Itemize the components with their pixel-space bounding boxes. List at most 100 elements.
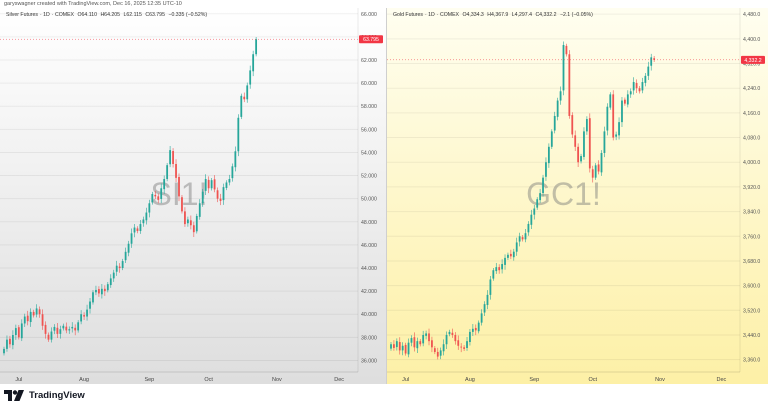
silver-y-tick-label: 62.000 [361, 58, 377, 64]
gold-candle [442, 339, 445, 356]
gold-candle [419, 338, 422, 347]
silver-change: −0.335 (−0.52%) [168, 12, 208, 18]
gold-candle [460, 343, 463, 353]
silver-candle [56, 323, 59, 339]
gold-candle [621, 97, 623, 127]
silver-close: C63.795 [145, 12, 165, 18]
silver-candle [50, 327, 53, 343]
silver-candle [166, 162, 169, 182]
silver-candle [29, 308, 32, 327]
gold-chart-panel[interactable]: 3,360.0 3,440.0 3,520.0 3,600.0 3,680.0 3,760… [387, 8, 768, 384]
silver-chart-panel[interactable]: 36.000 38.000 40.000 42.000 44.000 46.000 48.0… [0, 8, 386, 384]
gold-candle [545, 157, 547, 181]
silver-candle [198, 199, 201, 220]
silver-candle [115, 260, 118, 276]
gold-candle [454, 332, 457, 345]
silver-candle [103, 285, 106, 296]
silver-exchange: COMEX [54, 12, 75, 18]
silver-candle [178, 173, 180, 202]
silver-candle [35, 304, 38, 318]
gold-candle [626, 90, 629, 108]
gold-candle [445, 331, 448, 350]
gold-symbol-name: Gold Futures [393, 12, 423, 18]
gold-candle [393, 340, 395, 351]
gold-candle [489, 275, 492, 300]
silver-candle [80, 310, 83, 325]
gold-y-tick-label: 3,840.0 [743, 210, 760, 216]
silver-candle [109, 274, 112, 288]
silver-y-tick-label: 46.000 [361, 243, 377, 249]
gold-x-tick-label: Jul [402, 377, 409, 383]
gold-candle [407, 338, 410, 358]
gold-last-price-label: 4,332.2 [744, 58, 761, 64]
gold-candle [597, 160, 600, 175]
silver-x-tick-label: Nov [272, 377, 282, 383]
gold-candle [404, 342, 407, 356]
gold-y-tick-label: 3,760.0 [743, 234, 760, 240]
gold-y-tick-label: 3,680.0 [743, 259, 760, 265]
silver-candle [228, 174, 231, 186]
silver-y-tick-label: 56.000 [361, 127, 377, 133]
silver-candle [225, 180, 228, 191]
gold-candle [395, 338, 398, 351]
silver-candle [169, 145, 172, 168]
gold-candle [585, 116, 588, 135]
silver-y-tick-label: 36.000 [361, 358, 377, 364]
gold-x-tick-label: Dec [716, 377, 726, 383]
silver-candle [11, 330, 14, 350]
silver-candle [201, 188, 204, 207]
silver-candle [163, 175, 166, 194]
gold-candle [390, 342, 392, 351]
gold-y-tick-label: 4,320.0 [743, 62, 760, 68]
gold-x-tick-label: Aug [465, 377, 475, 383]
gold-candle [542, 174, 544, 197]
gold-candle [431, 336, 433, 353]
silver-y-tick-label: 52.000 [361, 174, 377, 180]
silver-candle [106, 281, 109, 293]
gold-candle [512, 248, 515, 261]
gold-candle [603, 126, 606, 158]
gold-candle [509, 249, 512, 260]
gold-change: −2.1 (−0.05%) [559, 12, 593, 18]
silver-y-tick-label: 58.000 [361, 104, 377, 110]
gold-candle [600, 150, 603, 176]
silver-y-tick-label: 44.000 [361, 266, 377, 272]
gold-last-price-badge [741, 55, 765, 64]
silver-candle [112, 269, 115, 282]
tradingview-logo[interactable]: TradingView [4, 390, 85, 401]
silver-candle [175, 159, 177, 183]
silver-legend-header: Silver Futures · 1D · COMEX O64.110 H64.20… [6, 12, 208, 18]
gold-candle [650, 53, 653, 71]
gold-x-tick-label: Oct [588, 377, 597, 383]
gold-candle [574, 130, 577, 151]
silver-high: H64.205 [100, 12, 121, 18]
gold-candle [507, 252, 509, 261]
silver-candle [44, 321, 47, 339]
gold-candle [588, 113, 591, 173]
silver-candle [20, 319, 23, 342]
gold-candle [615, 131, 618, 141]
silver-y-tick-label: 54.000 [361, 150, 377, 156]
gold-candle [594, 163, 597, 180]
panel-divider[interactable] [386, 8, 387, 384]
silver-candle [181, 195, 183, 214]
gold-candle [410, 335, 413, 347]
footer-bar: TradingView [0, 384, 768, 407]
gold-candle [591, 165, 594, 183]
gold-candle [559, 86, 562, 105]
silver-plot-background [0, 8, 386, 384]
gold-chart-canvas[interactable]: 3,360.0 3,440.0 3,520.0 3,600.0 3,680.0 3,760… [387, 8, 768, 384]
gold-candle [550, 129, 553, 149]
silver-candle [192, 221, 195, 237]
silver-candle [71, 322, 74, 333]
silver-candle [216, 187, 219, 203]
silver-chart-canvas[interactable]: 36.000 38.000 40.000 42.000 44.000 46.000 48.0… [0, 8, 386, 384]
gold-candle [618, 117, 620, 140]
gold-candle [413, 332, 416, 352]
gold-high: H4,367.9 [487, 12, 509, 18]
silver-candle [234, 146, 237, 172]
gold-candle [477, 320, 480, 334]
gold-candle [486, 290, 489, 310]
gold-x-tick-label: Nov [655, 377, 665, 383]
gold-candle [644, 73, 647, 87]
